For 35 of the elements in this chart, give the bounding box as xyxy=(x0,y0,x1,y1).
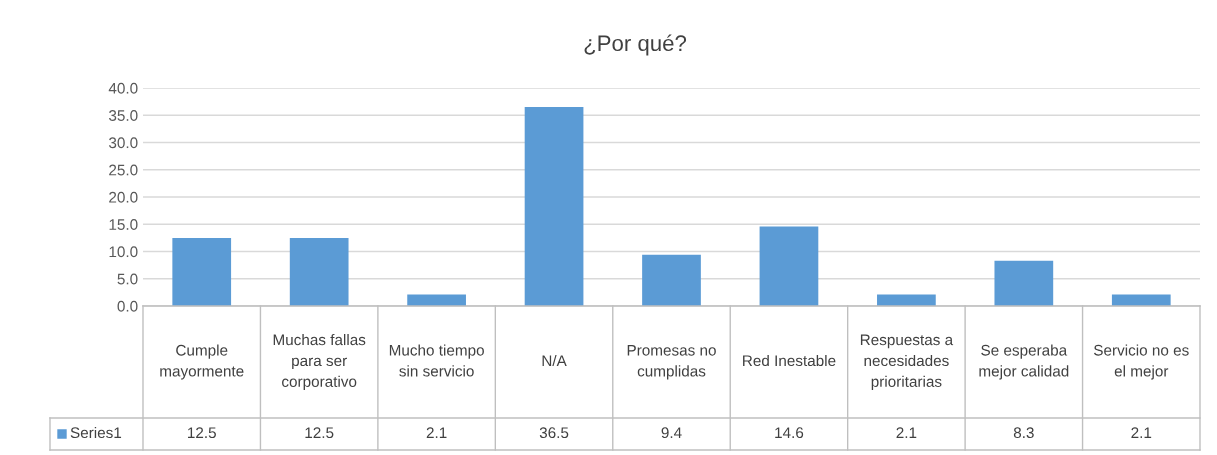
y-tick-label: 5.0 xyxy=(117,273,138,285)
y-tick-label: 35.0 xyxy=(108,110,138,121)
y-tick-label: 10.0 xyxy=(109,246,138,258)
data-label: 12.5 xyxy=(305,427,334,439)
bar xyxy=(642,254,701,306)
y-tick-label: 40.0 xyxy=(108,82,138,94)
data-label: 36.5 xyxy=(539,427,569,439)
y-tick-label: 20.0 xyxy=(109,191,138,203)
x-tick-label: Promesas no cumplidas xyxy=(627,345,716,380)
x-tick-label: N/A xyxy=(542,354,567,367)
x-tick-label: Servicio no es el mejor xyxy=(1094,344,1189,380)
y-tick-label: 0.0 xyxy=(117,300,138,312)
chart-title: ¿Por qué? xyxy=(584,34,687,56)
x-tick-label: Red Inestable xyxy=(743,354,836,367)
data-label: 9.4 xyxy=(661,427,682,439)
data-label: 2.1 xyxy=(426,427,447,438)
data-label: 2.1 xyxy=(1131,427,1152,438)
bar xyxy=(289,237,349,306)
y-tick-label: 15.0 xyxy=(109,219,138,230)
data-label: 2.1 xyxy=(896,427,917,438)
bar xyxy=(994,260,1054,306)
x-tick-label: Se esperaba mejor calidad xyxy=(979,344,1069,380)
data-label: 14.6 xyxy=(775,427,804,439)
y-tick-label: 25.0 xyxy=(109,164,138,176)
x-tick-label: Mucho tiempo sin servicio xyxy=(389,344,484,377)
x-tick-label: Muchas fallas para ser corporativo xyxy=(273,333,366,391)
x-tick-label: Respuestas a necesidades prioritarias xyxy=(860,334,954,391)
bar xyxy=(759,226,819,306)
data-label: 12.5 xyxy=(188,427,216,439)
x-tick-label: Cumple mayormente xyxy=(160,344,244,380)
data-label: 8.3 xyxy=(1013,427,1034,439)
y-tick-label: 30.0 xyxy=(108,137,138,149)
bar xyxy=(524,107,584,306)
legend-label: Series1 xyxy=(70,426,122,439)
bar xyxy=(172,237,232,306)
